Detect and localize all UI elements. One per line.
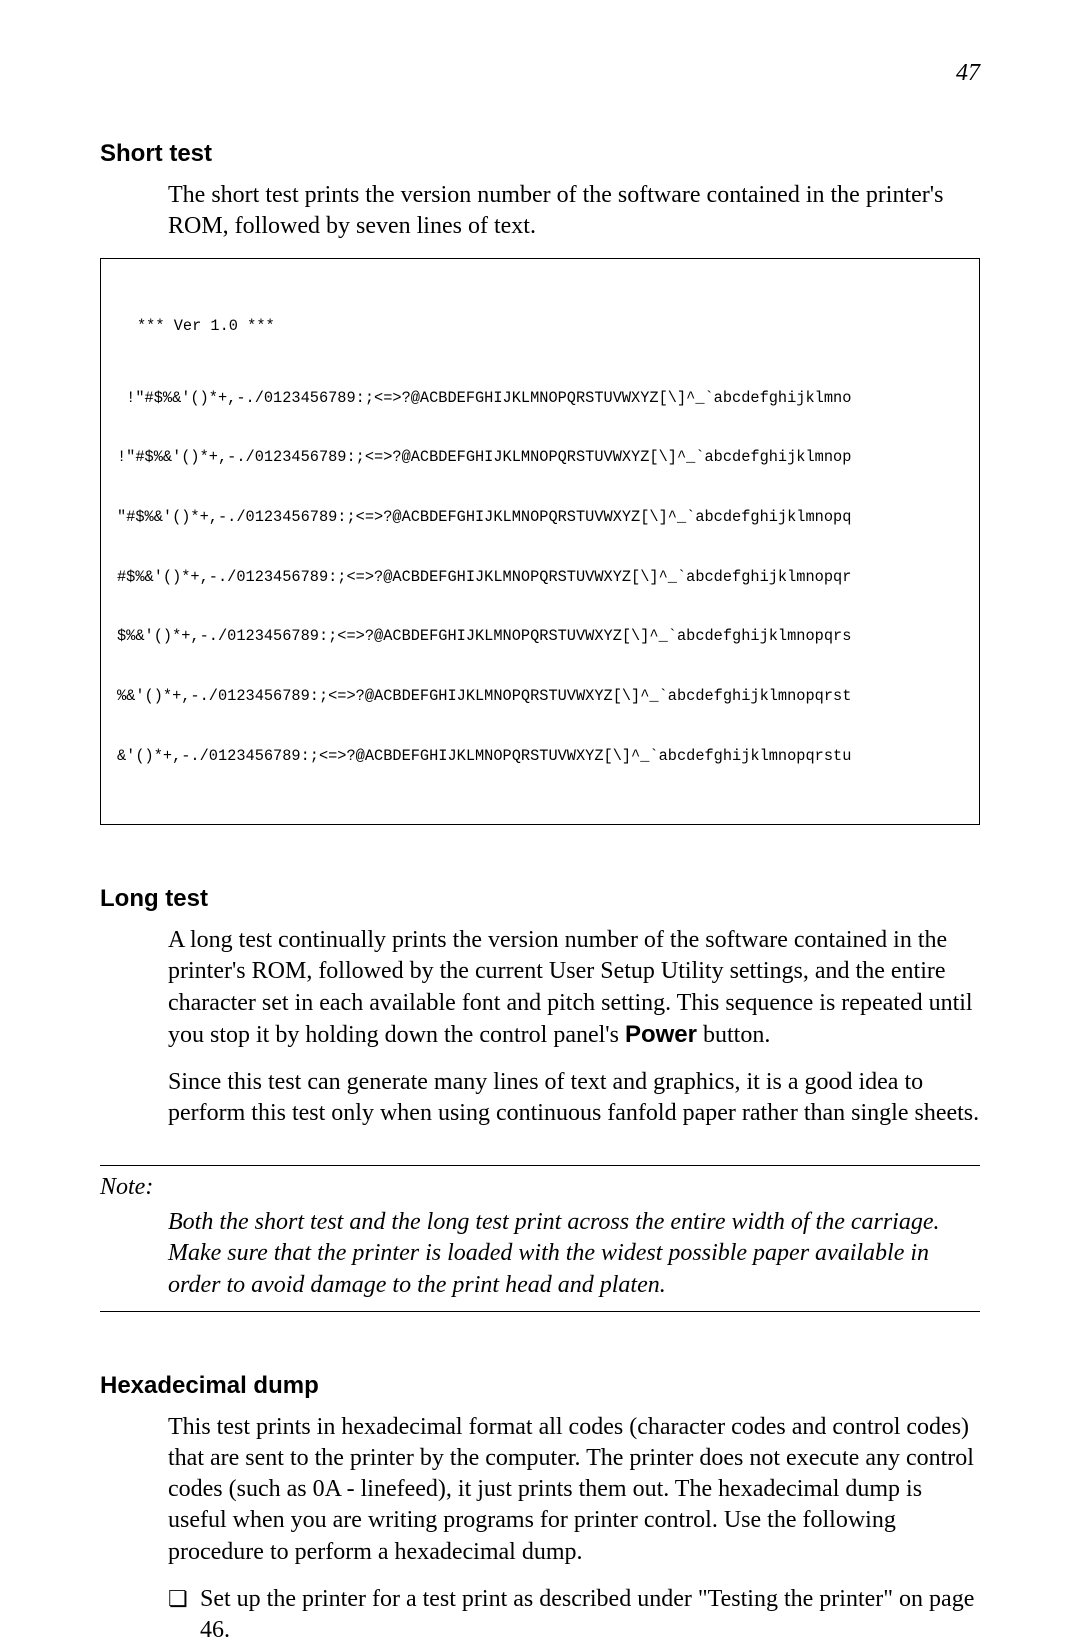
para-long-test-2: Since this test can generate many lines … [168, 1067, 980, 1129]
note-block: Note: Both the short test and the long t… [100, 1165, 980, 1312]
bullet-text: Set up the printer for a test print as d… [200, 1584, 980, 1646]
note-label: Note: [100, 1174, 980, 1201]
para-long-test-1: A long test continually prints the versi… [168, 925, 980, 1051]
para-long-test-1-suffix: button. [697, 1022, 770, 1048]
heading-hex-dump: Hexadecimal dump [100, 1372, 980, 1400]
note-body: Both the short test and the long test pr… [168, 1207, 980, 1301]
bullet-item-hex-dump: ❏ Set up the printer for a test print as… [168, 1584, 980, 1646]
code-line: %&'()*+,-./0123456789:;<=>?@ACBDEFGHIJKL… [117, 687, 963, 707]
heading-short-test: Short test [100, 140, 980, 168]
section-short-test: Short test The short test prints the ver… [100, 140, 980, 825]
section-hex-dump: Hexadecimal dump This test prints in hex… [100, 1372, 980, 1646]
code-ver-line: *** Ver 1.0 *** [137, 317, 963, 337]
document-page: 47 Short test The short test prints the … [0, 0, 1080, 1529]
code-line: $%&'()*+,-./0123456789:;<=>?@ACBDEFGHIJK… [117, 627, 963, 647]
page-number: 47 [956, 60, 980, 87]
code-line: #$%&'()*+,-./0123456789:;<=>?@ACBDEFGHIJ… [117, 568, 963, 588]
para-hex-dump: This test prints in hexadecimal format a… [168, 1412, 980, 1568]
bullet-icon: ❏ [168, 1584, 200, 1646]
code-line: !"#$%&'()*+,-./0123456789:;<=>?@ACBDEFGH… [117, 448, 963, 468]
code-box-short-test: *** Ver 1.0 *** !"#$%&'()*+,-./012345678… [100, 258, 980, 825]
heading-long-test: Long test [100, 885, 980, 913]
section-long-test: Long test A long test continually prints… [100, 885, 980, 1129]
code-line: &'()*+,-./0123456789:;<=>?@ACBDEFGHIJKLM… [117, 747, 963, 767]
code-line: !"#$%&'()*+,-./0123456789:;<=>?@ACBDEFGH… [117, 389, 963, 409]
code-line: "#$%&'()*+,-./0123456789:;<=>?@ACBDEFGHI… [117, 508, 963, 528]
power-bold: Power [625, 1021, 697, 1048]
para-long-test-1-prefix: A long test continually prints the versi… [168, 927, 973, 1048]
para-short-test: The short test prints the version number… [168, 180, 980, 242]
